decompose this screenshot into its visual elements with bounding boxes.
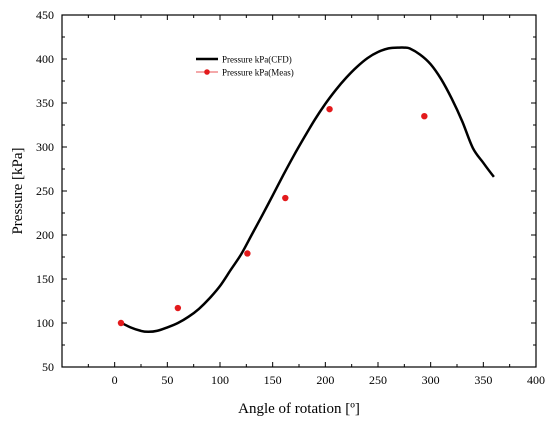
y-tick-label: 350 xyxy=(36,96,54,110)
data-point-meas xyxy=(244,250,251,257)
legend-label: Pressure kPa(CFD) xyxy=(222,55,292,65)
x-tick-label: 250 xyxy=(369,373,387,387)
data-point-meas xyxy=(117,319,125,327)
axis-ticks xyxy=(62,14,537,368)
legend-label: Pressure kPa(Meas) xyxy=(222,68,294,78)
x-tick-label: 350 xyxy=(474,373,492,387)
data-point-meas xyxy=(174,304,182,312)
x-axis-title: Angle of rotation [º] xyxy=(238,401,360,417)
axis-tick-labels: 0 50 100 150 200 250 300 350 400 50 100 150 200 250 30… xyxy=(36,8,545,387)
x-tick-label: 0 xyxy=(112,373,118,387)
y-tick-label: 150 xyxy=(36,272,54,286)
x-tick-label: 50 xyxy=(161,373,173,387)
x-tick-label: 150 xyxy=(264,373,282,387)
y-tick-label: 50 xyxy=(42,360,54,374)
data-point-meas xyxy=(421,113,428,120)
data-point-meas xyxy=(326,105,333,113)
y-tick-label: 400 xyxy=(36,52,54,66)
x-tick-label: 200 xyxy=(316,373,334,387)
x-tick-label: 100 xyxy=(211,373,229,387)
y-tick-label: 200 xyxy=(36,228,54,242)
legend-marker-meas xyxy=(204,69,210,75)
x-tick-label: 300 xyxy=(422,373,440,387)
y-tick-label: 250 xyxy=(36,184,54,198)
y-tick-label: 300 xyxy=(36,140,54,154)
y-tick-label: 100 xyxy=(36,316,54,330)
plot-frame xyxy=(61,14,537,368)
y-tick-label: 450 xyxy=(36,8,54,22)
legend: Pressure kPa(CFD) Pressure kPa(Meas) xyxy=(196,55,294,78)
y-axis-title: Pressure [kPa] xyxy=(10,147,26,234)
x-tick-label: 400 xyxy=(527,373,545,387)
series-layer xyxy=(117,46,495,334)
series-line-cfd xyxy=(119,46,495,334)
data-point-meas xyxy=(282,194,289,202)
